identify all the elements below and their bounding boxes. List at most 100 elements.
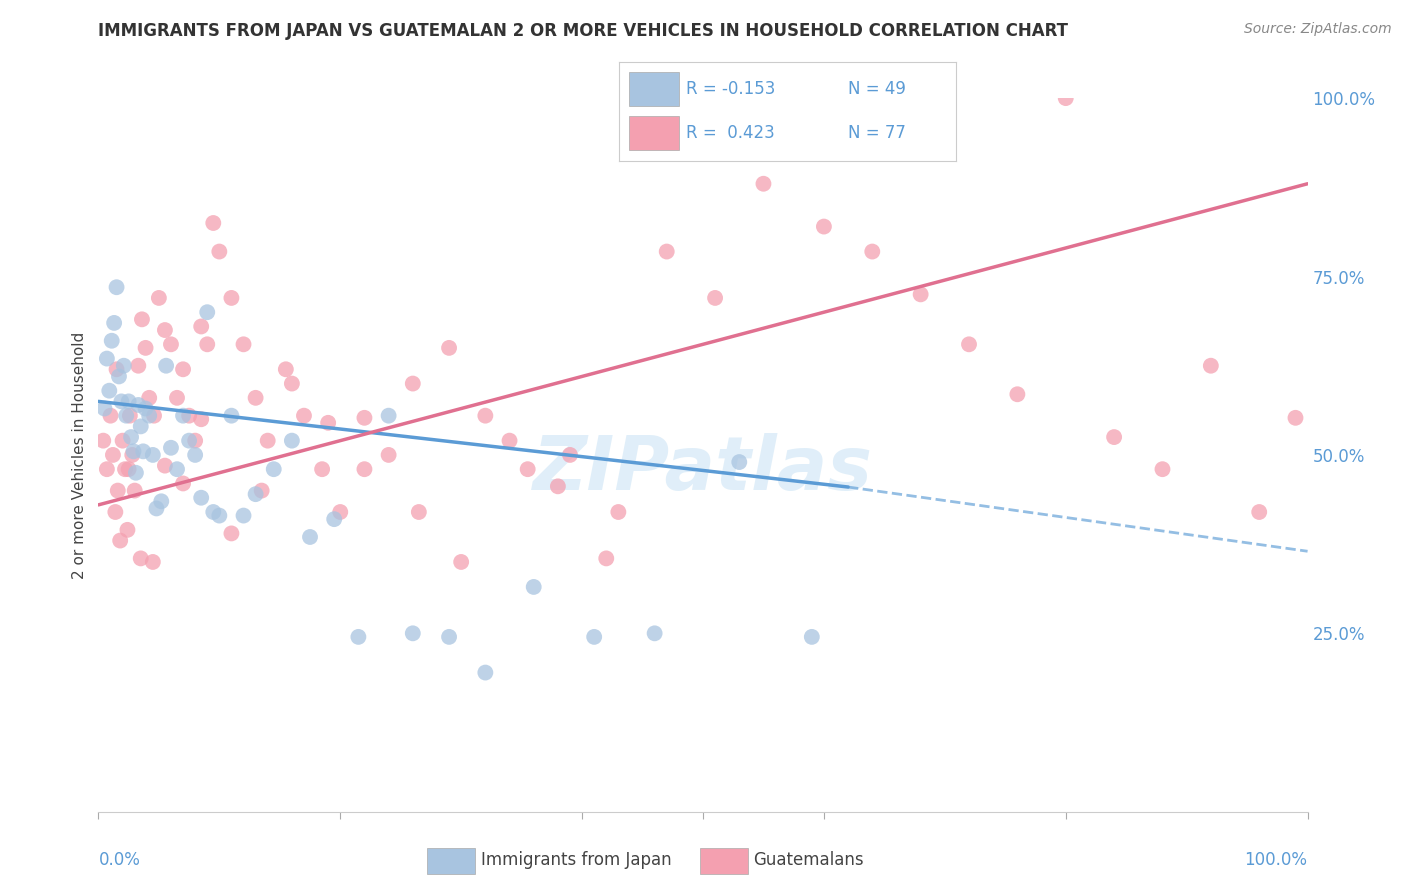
Y-axis label: 2 or more Vehicles in Household: 2 or more Vehicles in Household — [72, 331, 87, 579]
Point — [135, 341, 157, 355]
Point — [704, 291, 727, 305]
Point — [450, 555, 472, 569]
Point — [221, 526, 243, 541]
Point — [117, 523, 139, 537]
Point — [232, 508, 254, 523]
Point — [437, 630, 460, 644]
Point — [155, 359, 177, 373]
Point — [353, 410, 375, 425]
Text: Immigrants from Japan: Immigrants from Japan — [481, 851, 671, 869]
Point — [957, 337, 980, 351]
Point — [232, 337, 254, 351]
Text: N = 49: N = 49 — [848, 80, 905, 98]
Point — [547, 479, 569, 493]
Point — [245, 487, 267, 501]
Point — [160, 337, 183, 351]
FancyBboxPatch shape — [700, 847, 748, 874]
Point — [179, 409, 201, 423]
FancyBboxPatch shape — [628, 117, 679, 150]
Point — [558, 448, 581, 462]
Point — [184, 434, 207, 448]
Point — [111, 434, 134, 448]
Point — [752, 177, 775, 191]
Point — [202, 216, 225, 230]
Point — [112, 359, 135, 373]
Point — [245, 391, 267, 405]
Point — [153, 323, 176, 337]
Point — [108, 369, 131, 384]
Point — [118, 409, 141, 423]
Point — [150, 494, 173, 508]
Point — [311, 462, 333, 476]
Point — [1284, 410, 1306, 425]
Point — [329, 505, 352, 519]
Point — [101, 448, 124, 462]
Point — [1249, 505, 1271, 519]
Point — [184, 448, 207, 462]
Point — [138, 409, 160, 423]
Point — [127, 359, 149, 373]
Point — [172, 362, 194, 376]
Point — [402, 626, 425, 640]
Point — [195, 305, 218, 319]
Point — [142, 448, 165, 462]
Point — [124, 483, 146, 498]
Point — [281, 376, 304, 391]
Point — [96, 351, 118, 366]
Point — [148, 291, 170, 305]
FancyBboxPatch shape — [427, 847, 475, 874]
Point — [108, 533, 131, 548]
Point — [316, 416, 339, 430]
Point — [655, 244, 678, 259]
Point — [100, 334, 122, 348]
Point — [129, 419, 152, 434]
Text: Source: ZipAtlas.com: Source: ZipAtlas.com — [1244, 22, 1392, 37]
Text: 100.0%: 100.0% — [1244, 851, 1308, 869]
Point — [860, 244, 883, 259]
Point — [127, 398, 149, 412]
Point — [208, 508, 231, 523]
Text: N = 77: N = 77 — [848, 124, 905, 142]
Point — [281, 434, 304, 448]
Point — [256, 434, 278, 448]
Point — [132, 444, 155, 458]
Text: IMMIGRANTS FROM JAPAN VS GUATEMALAN 2 OR MORE VEHICLES IN HOUSEHOLD CORRELATION : IMMIGRANTS FROM JAPAN VS GUATEMALAN 2 OR… — [98, 22, 1069, 40]
Point — [172, 476, 194, 491]
Point — [595, 551, 617, 566]
Point — [523, 580, 546, 594]
Point — [138, 391, 160, 405]
Point — [96, 462, 118, 476]
Text: 0.0%: 0.0% — [98, 851, 141, 869]
Point — [1054, 91, 1077, 105]
Point — [104, 505, 127, 519]
Point — [195, 337, 218, 351]
Text: Guatemalans: Guatemalans — [754, 851, 863, 869]
Point — [190, 319, 212, 334]
Point — [221, 409, 243, 423]
Point — [377, 448, 399, 462]
Point — [728, 455, 751, 469]
Point — [145, 501, 167, 516]
Text: R = -0.153: R = -0.153 — [686, 80, 776, 98]
Point — [516, 462, 538, 476]
Point — [190, 412, 212, 426]
Point — [263, 462, 285, 476]
Point — [114, 462, 136, 476]
Point — [105, 362, 128, 376]
Point — [607, 505, 630, 519]
Text: R =  0.423: R = 0.423 — [686, 124, 775, 142]
Point — [160, 441, 183, 455]
Point — [910, 287, 932, 301]
Text: ZIPatlas: ZIPatlas — [533, 433, 873, 506]
Point — [103, 316, 125, 330]
Point — [323, 512, 346, 526]
Point — [129, 551, 152, 566]
Point — [121, 448, 143, 462]
Point — [644, 626, 666, 640]
Point — [292, 409, 315, 423]
Point — [153, 458, 176, 473]
Point — [1152, 462, 1174, 476]
Point — [377, 409, 399, 423]
FancyBboxPatch shape — [628, 72, 679, 105]
Point — [105, 280, 128, 294]
